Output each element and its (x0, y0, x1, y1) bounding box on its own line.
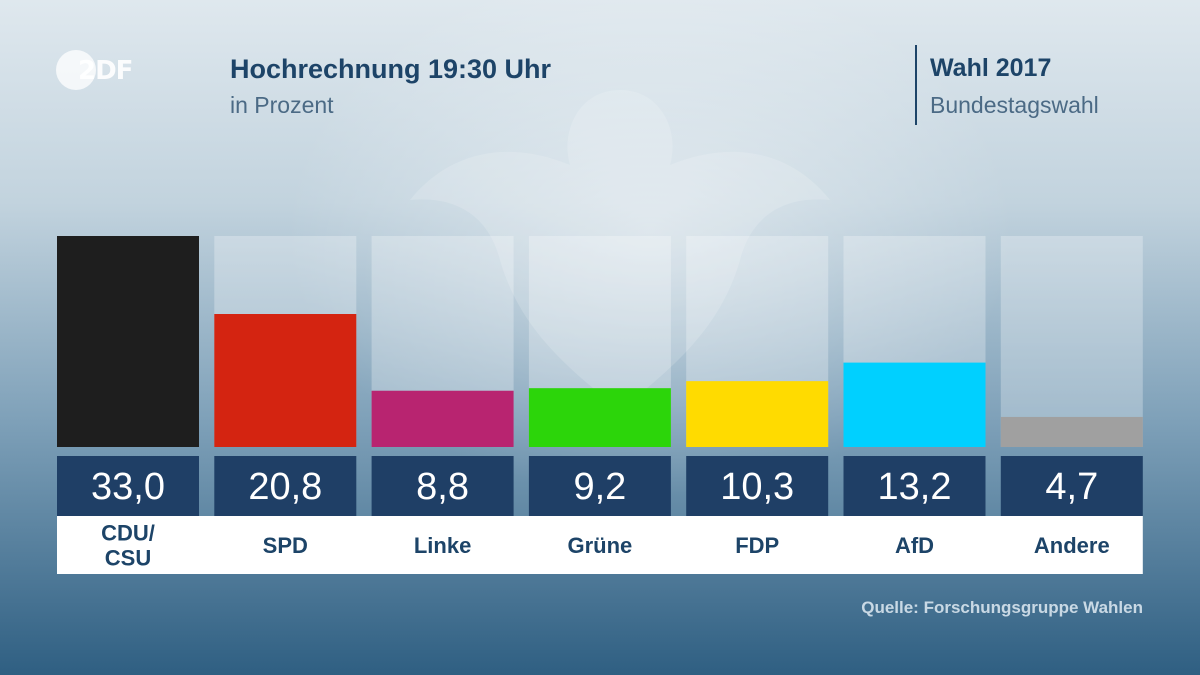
value-label-4: 10,3 (720, 466, 794, 508)
value-box-2 (371, 456, 514, 516)
value-box-6 (1000, 456, 1143, 516)
category-label-5: AfD (895, 533, 934, 558)
chart-title: Hochrechnung 19:30 Uhr (230, 54, 552, 84)
value-label-1: 20,8 (248, 466, 322, 508)
value-box-0 (57, 456, 199, 516)
category-label-1: SPD (263, 533, 308, 558)
category-label-0-line-0: CDU/ (101, 521, 155, 546)
logo-circle (56, 50, 96, 90)
bar-2 (371, 390, 514, 447)
bar-0 (57, 236, 199, 447)
chart-subtitle: in Prozent (230, 92, 334, 118)
eagle-watermark (410, 90, 830, 410)
bar-1 (214, 314, 357, 447)
bar-4 (686, 381, 829, 447)
category-label-2: Linke (414, 533, 471, 558)
bar-background-6 (1000, 236, 1143, 447)
value-label-6: 4,7 (1045, 466, 1098, 508)
header-divider (915, 45, 917, 125)
value-box-4 (686, 456, 829, 516)
category-label-0-line-1: CSU (105, 546, 151, 571)
source-note: Quelle: Forschungsgruppe Wahlen (861, 598, 1143, 617)
logo-text: 2DF (78, 56, 133, 86)
bar-6 (1000, 416, 1143, 447)
value-label-2: 8,8 (416, 466, 469, 508)
category-label-3: Grüne (568, 533, 633, 558)
value-label-0: 33,0 (91, 466, 165, 508)
value-label-3: 9,2 (573, 466, 626, 508)
category-label-6: Andere (1034, 533, 1110, 558)
zdf-logo: 2DF (56, 50, 138, 90)
bar-3 (528, 388, 671, 447)
category-label-4: FDP (735, 533, 779, 558)
election-subtitle: Bundestagswahl (930, 92, 1099, 118)
bar-5 (843, 362, 986, 447)
value-box-3 (528, 456, 671, 516)
value-box-5 (843, 456, 986, 516)
value-label-5: 13,2 (878, 466, 952, 508)
value-box-1 (214, 456, 357, 516)
category-label-band (57, 516, 1143, 574)
election-title: Wahl 2017 (930, 54, 1052, 82)
